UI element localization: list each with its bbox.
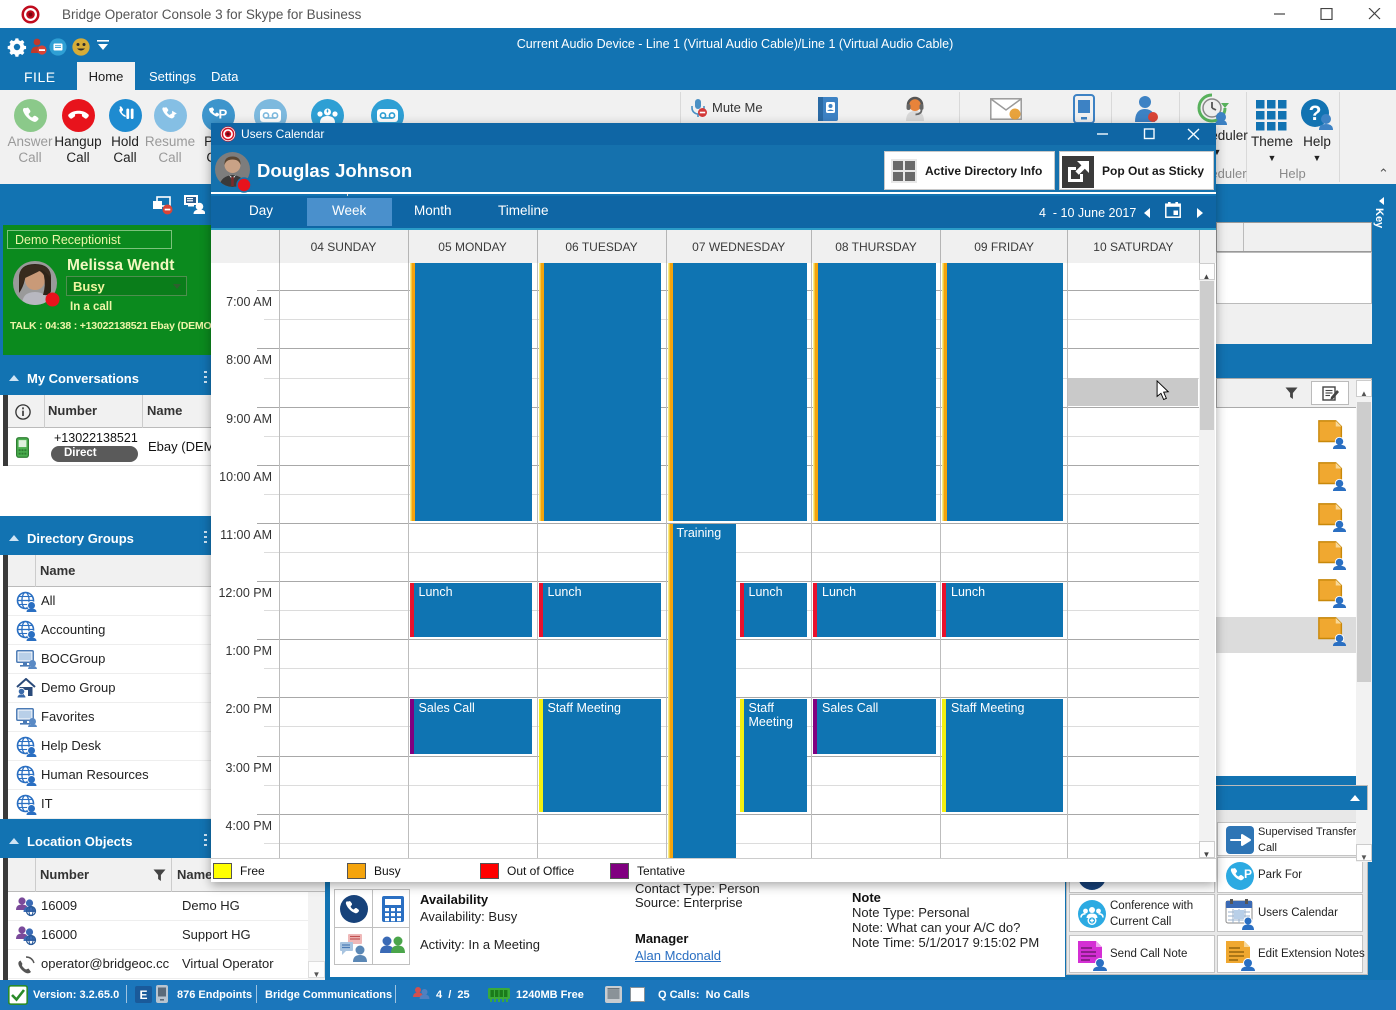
svg-text:E: E <box>139 988 147 1002</box>
svg-text:?: ? <box>1309 102 1322 125</box>
svg-text:P: P <box>1244 867 1252 881</box>
svg-text:P: P <box>218 107 227 122</box>
